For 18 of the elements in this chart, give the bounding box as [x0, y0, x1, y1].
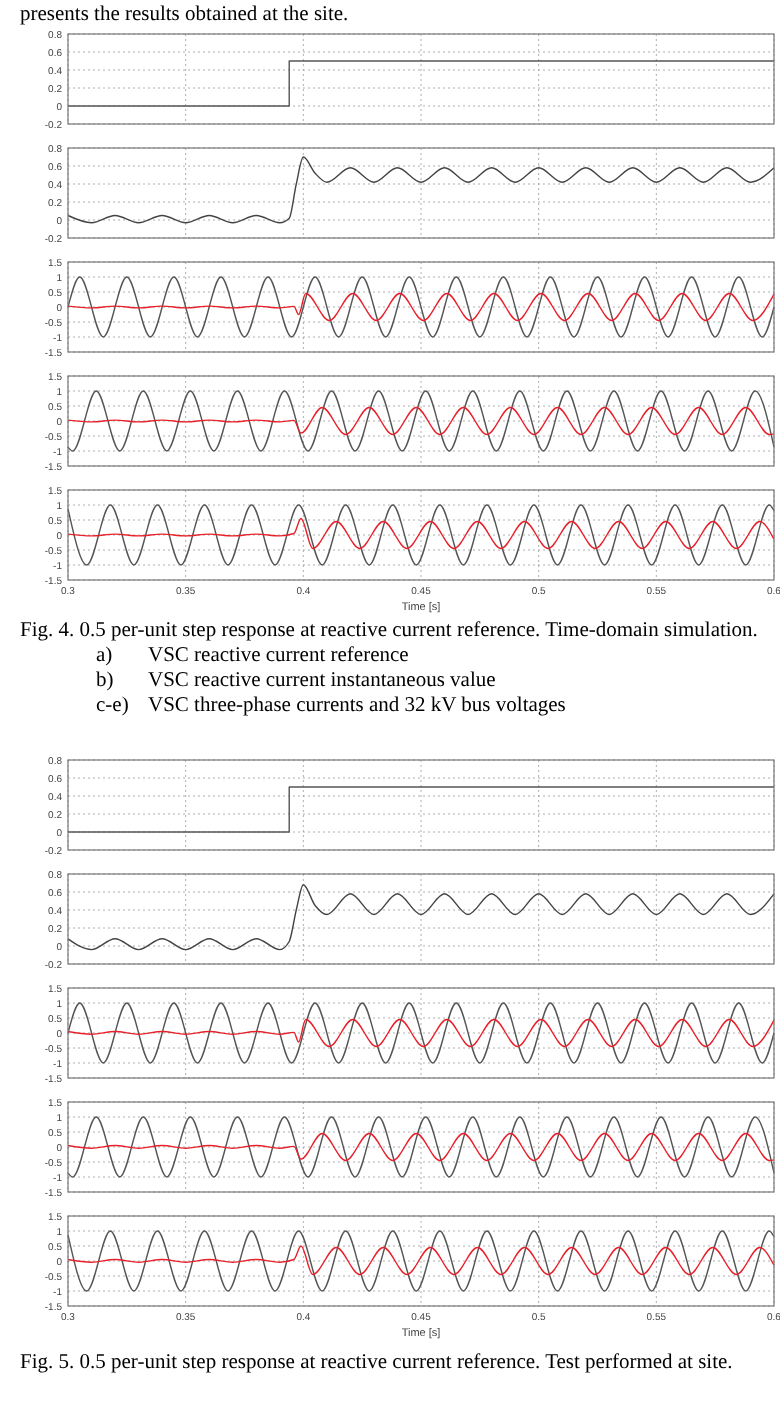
line-series [67, 517, 775, 550]
line-series [67, 884, 775, 951]
caption: Fig. 4. 0.5 per-unit step response at reactive current reference. Time-domain simulation. [20, 620, 758, 642]
line-series [67, 1132, 775, 1162]
text: c-e) VSC three-phase currents and 32 kV bus voltages [96, 695, 566, 717]
line-series [67, 1230, 775, 1292]
text: b) VSC reactive current instantaneous value [96, 670, 496, 692]
line-series [67, 504, 775, 566]
text: a) VSC reactive current reference [96, 645, 409, 667]
line-series [67, 390, 775, 452]
line-series [67, 156, 775, 224]
line-series [67, 1116, 775, 1178]
line-series [67, 406, 775, 436]
caption: Fig. 5. 0.5 per-unit step response at reactive current reference. Test performed at site. [20, 1352, 733, 1374]
line-series [67, 1018, 775, 1048]
text: presents the results obtained at the site. [20, 4, 349, 26]
line-series [67, 1245, 775, 1276]
line-series [67, 292, 775, 322]
